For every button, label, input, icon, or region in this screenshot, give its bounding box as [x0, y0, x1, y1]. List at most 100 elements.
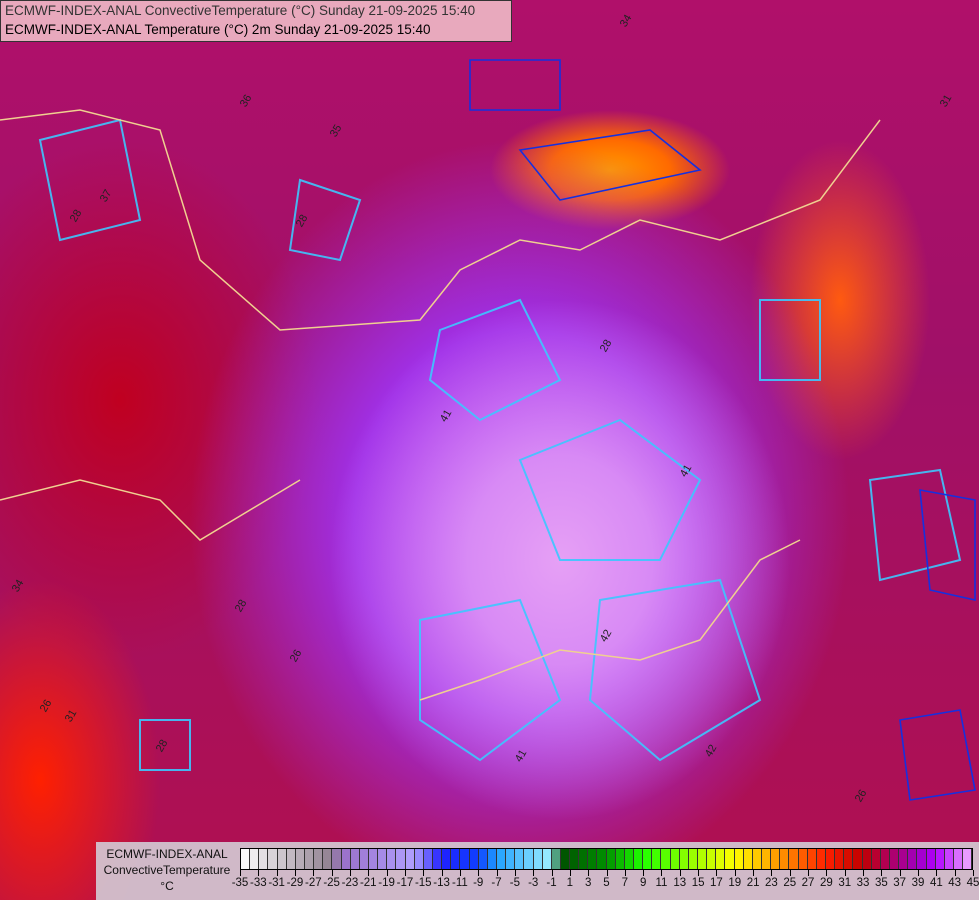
legend-swatch	[807, 849, 817, 869]
legend-swatch	[259, 849, 269, 869]
legend-swatch	[798, 849, 808, 869]
legend-tick-mark	[478, 870, 480, 876]
title-2m-temperature: ECMWF-INDEX-ANAL Temperature (°C) 2m Sun…	[5, 22, 431, 37]
legend-swatch	[606, 849, 616, 869]
legend-tick-mark	[698, 870, 700, 876]
legend-tick-mark	[386, 870, 388, 876]
legend-tick-mark	[368, 870, 370, 876]
legend-tick-label: 43	[948, 877, 962, 889]
legend-swatch	[624, 849, 635, 869]
legend-unit: °C	[160, 879, 174, 893]
legend-swatch	[378, 849, 388, 869]
legend-tick-mark	[973, 870, 974, 876]
legend-swatch	[542, 849, 552, 869]
legend-tick-mark	[661, 870, 663, 876]
legend-swatch	[560, 849, 571, 869]
legend-tick-label: 11	[655, 877, 668, 889]
legend-tick-label: -11	[452, 877, 468, 889]
legend-tick-label: 35	[874, 877, 888, 889]
legend-tick-label: 37	[893, 877, 907, 889]
legend-tick-label: 5	[603, 877, 610, 889]
legend-tick-mark	[258, 870, 260, 876]
legend-tick-mark	[459, 870, 461, 876]
legend-tick-label: -17	[396, 877, 414, 889]
legend-tick-label: 15	[691, 877, 705, 889]
legend-swatch	[835, 849, 845, 869]
legend-swatch	[743, 849, 753, 869]
legend-swatch	[780, 849, 790, 869]
legend-swatch	[716, 849, 726, 869]
legend-tick-label: 41	[929, 877, 943, 889]
legend-swatch	[615, 849, 625, 869]
legend-swatch	[469, 849, 479, 869]
legend-swatch	[506, 849, 516, 869]
legend-swatch	[432, 849, 443, 869]
legend-swatch	[570, 849, 580, 869]
legend-tick-mark	[404, 870, 406, 876]
legend-tick-mark	[496, 870, 498, 876]
legend-tick-label: 9	[639, 877, 647, 889]
legend-swatch	[341, 849, 351, 869]
legend-ticks: -35 -33 -31 -29 -27 -25 -23 -21 -19 -17 -15 -13 -11-…	[232, 870, 979, 898]
legend-tick-label: 1	[566, 877, 574, 889]
legend-tick-label: -1	[546, 877, 557, 889]
legend-swatch	[889, 849, 900, 869]
legend-swatch	[789, 849, 799, 869]
legend-tick-label: -5	[509, 877, 520, 889]
legend-tick-mark	[624, 870, 626, 876]
legend-swatch	[515, 849, 525, 869]
map-title-box: ECMWF-INDEX-ANAL ConvectiveTemperature (…	[0, 0, 512, 42]
legend-tick-mark	[551, 870, 553, 876]
legend-swatch	[634, 849, 644, 869]
legend-swatch	[496, 849, 507, 869]
legend-tick-label: -9	[473, 877, 484, 889]
legend-tick-label: 3	[584, 877, 592, 889]
legend-tick-label: -33	[250, 877, 267, 889]
legend-swatch	[314, 849, 324, 869]
legend-tick-label: 13	[673, 877, 687, 889]
legend-tick-mark	[423, 870, 425, 876]
legend-tick-label: -31	[268, 877, 285, 889]
legend-tick-mark	[313, 870, 315, 876]
legend-swatch	[698, 849, 708, 869]
title-convective-temperature: ECMWF-INDEX-ANAL ConvectiveTemperature (…	[5, 3, 476, 18]
legend-swatch	[359, 849, 369, 869]
legend-tick-mark	[918, 870, 920, 876]
legend-tick-label: 7	[621, 877, 629, 889]
legend-tick-label: 21	[746, 877, 760, 889]
legend-model: ECMWF-INDEX-ANAL	[106, 847, 228, 861]
legend-swatch	[387, 849, 397, 869]
legend-tick-mark	[569, 870, 571, 876]
legend-swatch	[524, 849, 534, 869]
legend-tick-label: 45	[966, 877, 979, 889]
legend-swatch	[323, 849, 333, 869]
legend-swatch	[688, 849, 699, 869]
legend-swatch	[771, 849, 781, 869]
legend-tick-label: -3	[528, 877, 539, 889]
legend-swatch	[350, 849, 360, 869]
legend-swatch	[643, 849, 653, 869]
legend-tick-mark	[954, 870, 956, 876]
legend-swatch	[926, 849, 936, 869]
color-legend: ECMWF-INDEX-ANAL ConvectiveTemperature °…	[96, 842, 979, 900]
legend-tick-label: -29	[286, 877, 304, 889]
legend-swatch	[679, 849, 689, 869]
legend-swatch	[862, 849, 872, 869]
legend-tick-mark	[899, 870, 901, 876]
legend-tick-label: -23	[341, 877, 359, 889]
legend-tick-mark	[643, 870, 645, 876]
legend-tick-mark	[240, 870, 241, 876]
legend-swatch	[286, 849, 296, 869]
legend-swatch	[368, 849, 379, 869]
legend-swatch	[414, 849, 424, 869]
legend-tick-mark	[881, 870, 883, 876]
legend-swatch	[451, 849, 461, 869]
legend-swatch	[661, 849, 671, 869]
legend-tick-label: 25	[783, 877, 797, 889]
legend-swatch	[853, 849, 863, 869]
legend-swatch	[597, 849, 607, 869]
legend-tick-label: 31	[838, 877, 852, 889]
legend-swatch	[588, 849, 598, 869]
